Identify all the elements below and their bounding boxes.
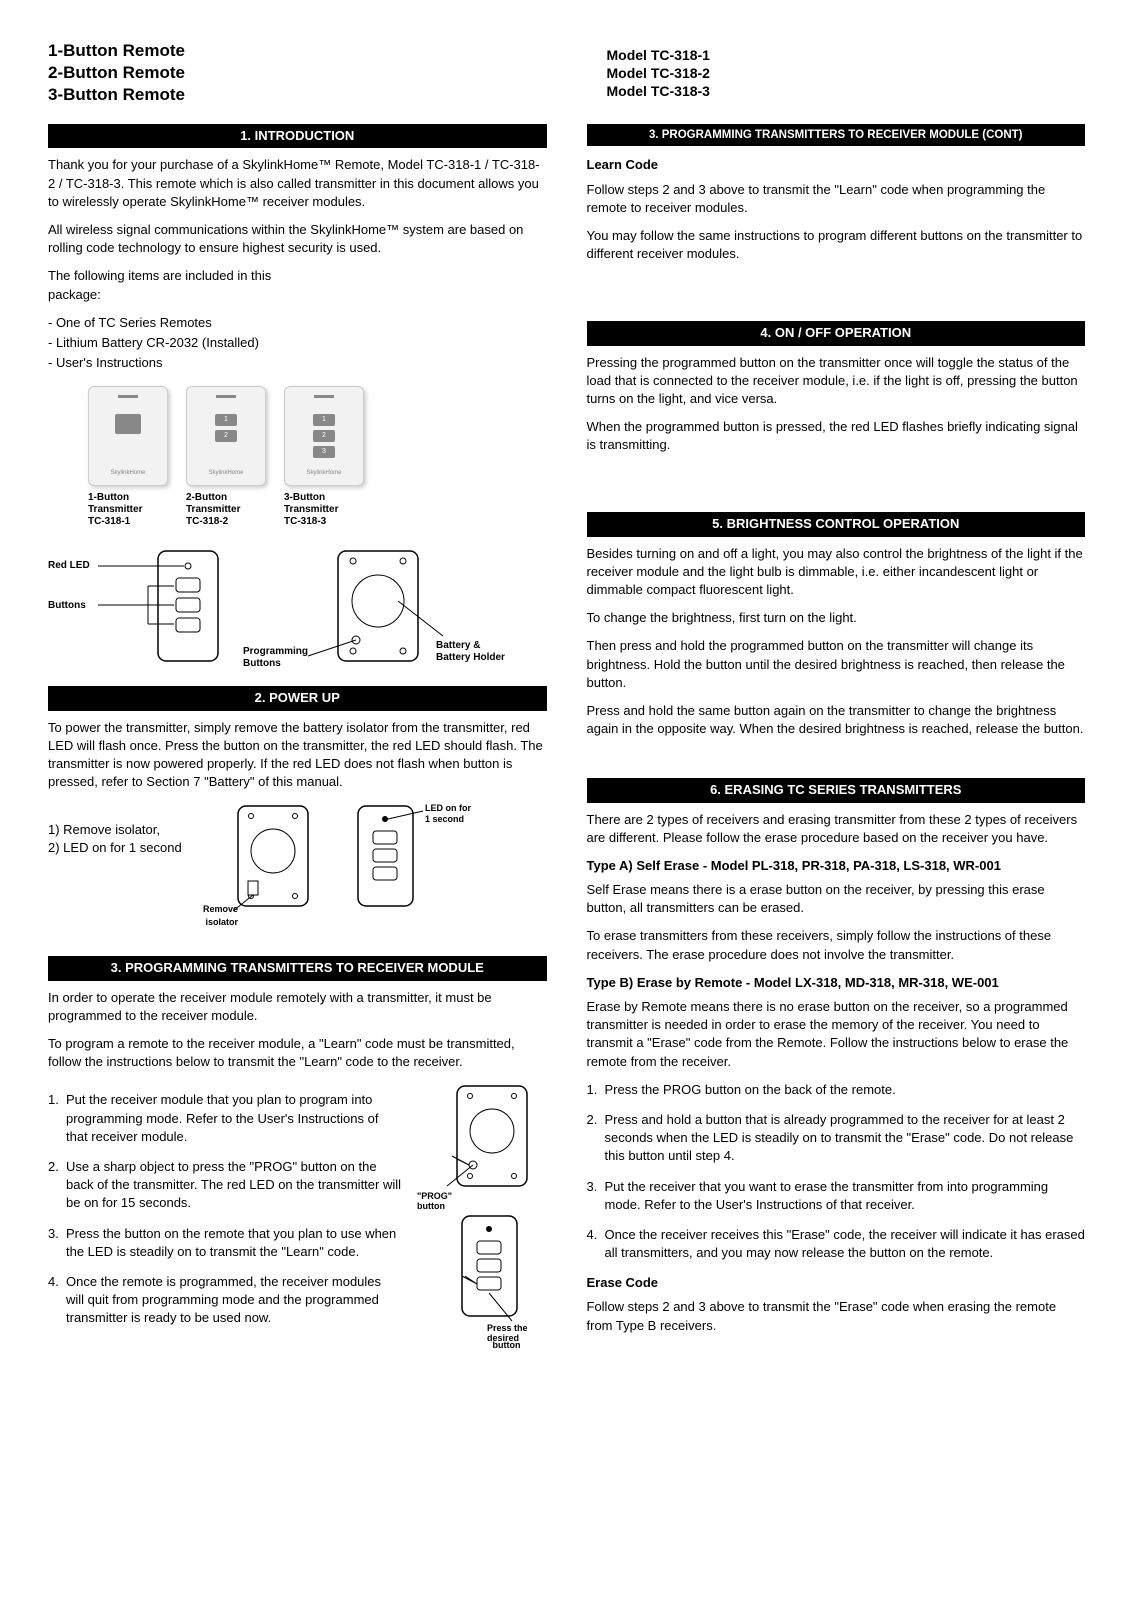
s6-step: Press the PROG button on the back of the… — [605, 1081, 1086, 1099]
s6-step: Put the receiver that you want to erase … — [605, 1178, 1086, 1214]
lbl: TC-318-1 — [88, 516, 130, 527]
svg-text:Press the: Press the — [487, 1323, 528, 1333]
s6-pA2: To erase transmitters from these receive… — [587, 927, 1086, 963]
svg-text:button: button — [417, 1201, 445, 1211]
svg-text:Battery Holder: Battery Holder — [436, 652, 505, 663]
s2-step1: 1) Remove isolator, — [48, 821, 198, 839]
pkg-item: - One of TC Series Remotes — [48, 314, 547, 332]
s3c-p1: Follow steps 2 and 3 above to transmit t… — [587, 181, 1086, 217]
s4-p2: When the programmed button is pressed, t… — [587, 418, 1086, 454]
svg-text:LED on for: LED on for — [425, 803, 471, 813]
lbl: TC-318-3 — [284, 516, 326, 527]
right-column: 3. PROGRAMMING TRANSMITTERS TO RECEIVER … — [587, 114, 1086, 1352]
lbl: Transmitter — [186, 504, 240, 515]
typeA-sub: Type A) Self Erase - Model PL-318, PR-31… — [587, 857, 1086, 875]
s3-step: Use a sharp object to press the "PROG" b… — [66, 1158, 402, 1213]
s5-p1: Besides turning on and off a light, you … — [587, 545, 1086, 600]
svg-text:Buttons: Buttons — [243, 658, 281, 669]
remove-isolator-label: Remove isolator — [203, 904, 238, 927]
s6-p1: There are 2 types of receivers and erasi… — [587, 811, 1086, 847]
s5-p4: Press and hold the same button again on … — [587, 702, 1086, 738]
svg-text:1 second: 1 second — [425, 814, 464, 824]
s5-p3: Then press and hold the programmed butto… — [587, 637, 1086, 692]
section-1-header: 1. INTRODUCTION — [48, 124, 547, 148]
s2-p1: To power the transmitter, simply remove … — [48, 719, 547, 792]
model-3: Model TC-318-3 — [607, 82, 1086, 100]
s1-p1: Thank you for your purchase of a Skylink… — [48, 156, 547, 211]
s3-p2: To program a remote to the receiver modu… — [48, 1035, 547, 1071]
s3-p1: In order to operate the receiver module … — [48, 989, 547, 1025]
model-2: Model TC-318-2 — [607, 64, 1086, 82]
s6-pA1: Self Erase means there is a erase button… — [587, 881, 1086, 917]
powerup-diagram: LED on for 1 second Remove isolator — [218, 801, 478, 946]
remote-2btn-icon: 12SkylinkHome — [186, 386, 266, 486]
pkg-item: - Lithium Battery CR-2032 (Installed) — [48, 334, 547, 352]
title-2: 2-Button Remote — [48, 62, 567, 84]
svg-text:Battery &: Battery & — [436, 640, 480, 651]
model-1: Model TC-318-1 — [607, 46, 1086, 64]
s1-p3: The following items are included in this… — [48, 267, 288, 303]
section-5-header: 5. BRIGHTNESS CONTROL OPERATION — [587, 512, 1086, 536]
section-4-header: 4. ON / OFF OPERATION — [587, 321, 1086, 345]
svg-text:"PROG": "PROG" — [417, 1191, 452, 1201]
press-desired-label: button — [467, 1339, 547, 1352]
s3-steps: 1.Put the receiver module that you plan … — [48, 1091, 402, 1342]
s6-pB1: Erase by Remote means there is no erase … — [587, 998, 1086, 1071]
s6-step: Once the receiver receives this "Erase" … — [605, 1226, 1086, 1262]
lbl: Transmitter — [284, 504, 338, 515]
s6-steps: 1.Press the PROG button on the back of t… — [587, 1081, 1086, 1263]
remote-gallery-labels: 1-ButtonTransmitterTC-318-1 2-ButtonTran… — [88, 492, 547, 528]
s3-step: Press the button on the remote that you … — [66, 1225, 402, 1261]
buttons-label: Buttons — [48, 600, 86, 611]
s6-pE: Follow steps 2 and 3 above to transmit t… — [587, 1298, 1086, 1334]
section-3-header: 3. PROGRAMMING TRANSMITTERS TO RECEIVER … — [48, 956, 547, 980]
lbl: TC-318-2 — [186, 516, 228, 527]
lbl: 3-Button — [284, 492, 325, 503]
front-back-diagram: Red LED Buttons Programming Buttons Batt… — [48, 546, 547, 676]
learn-code-sub: Learn Code — [587, 156, 1086, 174]
s6-step: Press and hold a button that is already … — [605, 1111, 1086, 1166]
typeB-sub: Type B) Erase by Remote - Model LX-318, … — [587, 974, 1086, 992]
s3c-p2: You may follow the same instructions to … — [587, 227, 1086, 263]
lbl: 2-Button — [186, 492, 227, 503]
header: 1-Button Remote 2-Button Remote 3-Button… — [48, 40, 1085, 106]
remote-gallery: SkylinkHome 12SkylinkHome 123SkylinkHome — [88, 386, 547, 486]
lbl: 1-Button — [88, 492, 129, 503]
svg-text:Programming: Programming — [243, 646, 308, 657]
s2-step2: 2) LED on for 1 second — [48, 839, 198, 857]
section-3c-header: 3. PROGRAMMING TRANSMITTERS TO RECEIVER … — [587, 124, 1086, 146]
title-3: 3-Button Remote — [48, 84, 567, 106]
erase-code-sub: Erase Code — [587, 1274, 1086, 1292]
package-list: - One of TC Series Remotes - Lithium Bat… — [48, 314, 547, 373]
s1-p2: All wireless signal communications withi… — [48, 221, 547, 257]
remote-1btn-icon: SkylinkHome — [88, 386, 168, 486]
section-6-header: 6. ERASING TC SERIES TRANSMITTERS — [587, 778, 1086, 802]
s3-step: Put the receiver module that you plan to… — [66, 1091, 402, 1146]
remote-3btn-icon: 123SkylinkHome — [284, 386, 364, 486]
pkg-item: - User's Instructions — [48, 354, 547, 372]
s3-step: Once the remote is programmed, the recei… — [66, 1273, 402, 1328]
lbl: Transmitter — [88, 504, 142, 515]
red-led-label: Red LED — [48, 560, 90, 571]
prog-diagram: "PROG" button Press the desired button — [417, 1081, 547, 1352]
s4-p1: Pressing the programmed button on the tr… — [587, 354, 1086, 409]
s5-p2: To change the brightness, first turn on … — [587, 609, 1086, 627]
section-2-header: 2. POWER UP — [48, 686, 547, 710]
left-column: 1. INTRODUCTION Thank you for your purch… — [48, 114, 547, 1352]
title-1: 1-Button Remote — [48, 40, 567, 62]
